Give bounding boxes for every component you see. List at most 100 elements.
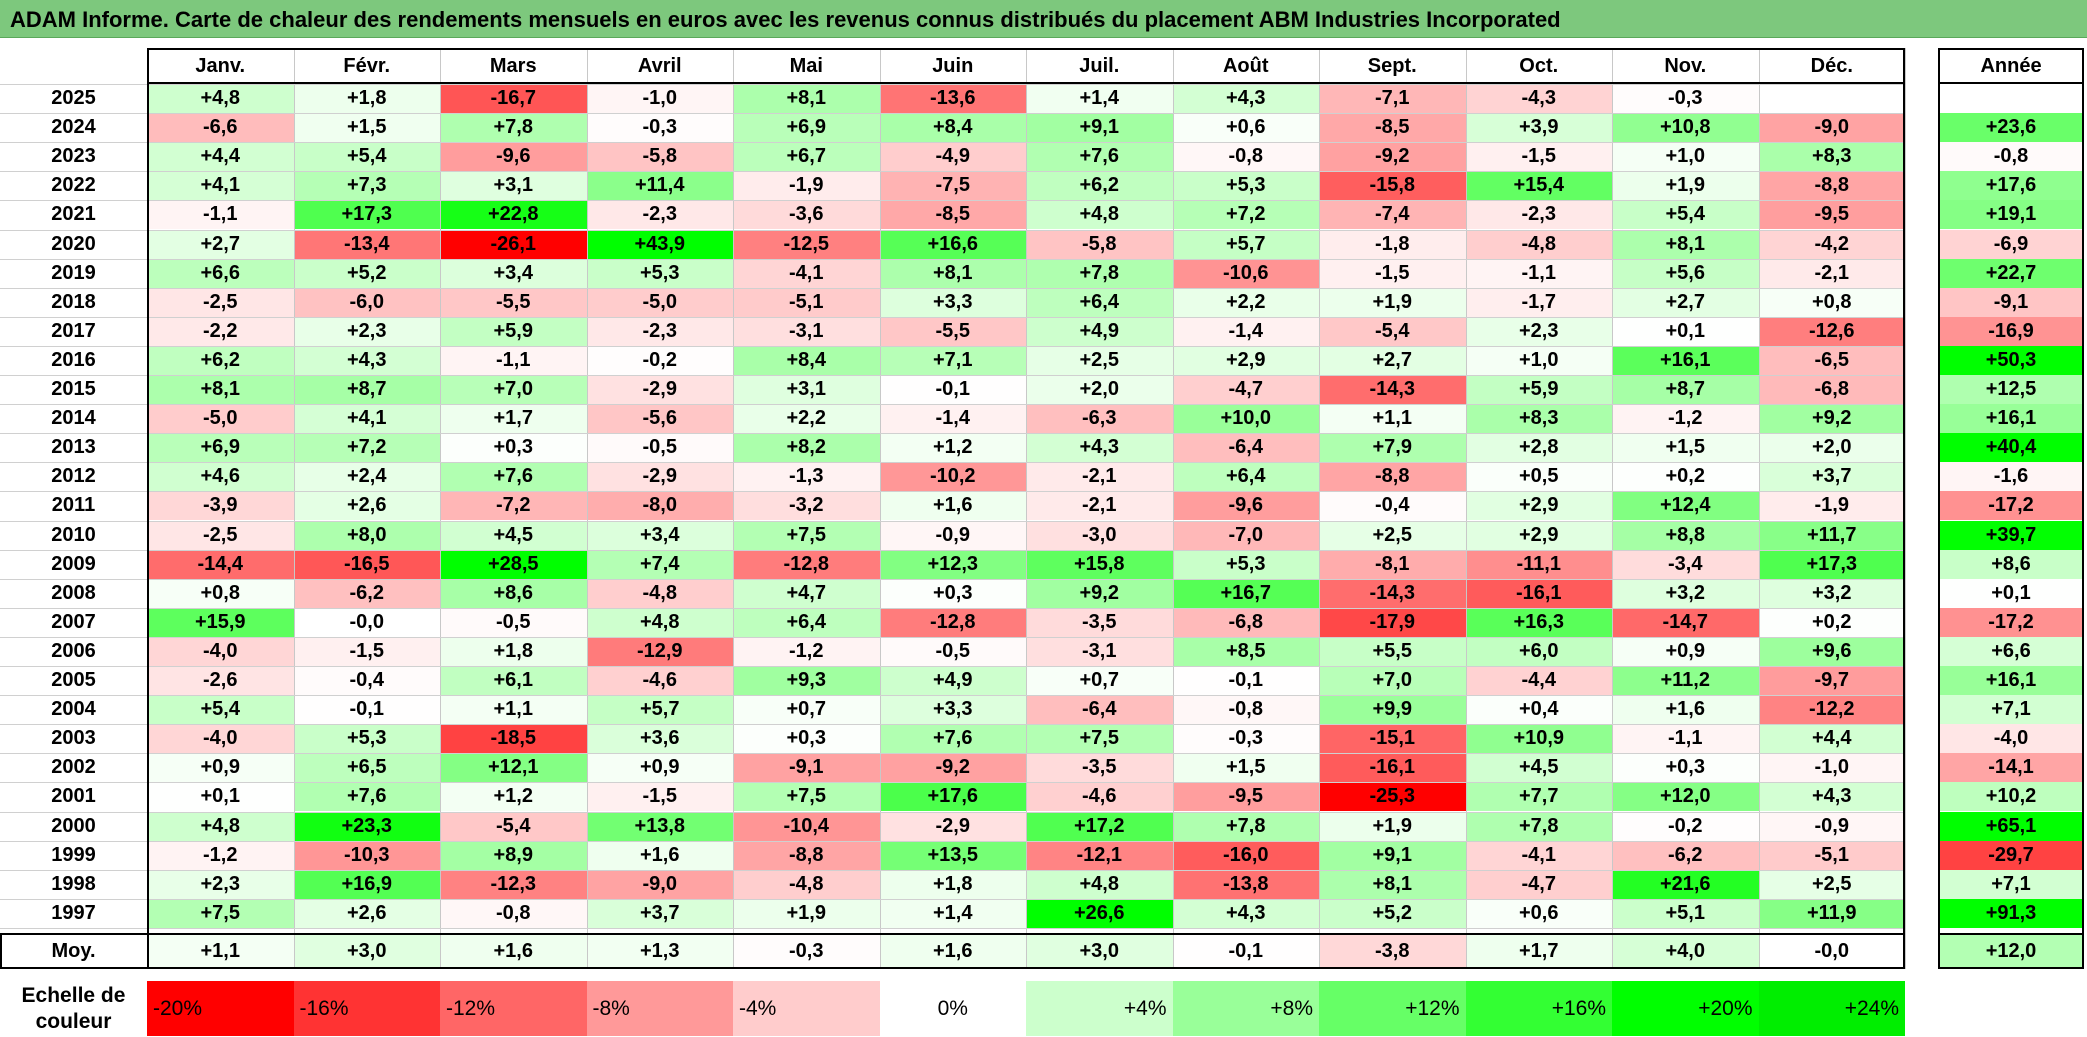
heatmap-cell: -0,5	[879, 636, 1026, 666]
heatmap-cell: -0,8	[440, 898, 587, 928]
heatmap-cell: -9,0	[586, 869, 733, 899]
grid-line	[0, 287, 1905, 289]
row-label: 2006	[0, 636, 147, 666]
grid-line	[0, 753, 1905, 755]
heatmap-cell: +0,9	[1612, 636, 1759, 666]
year-total-cell: +10,2	[1938, 782, 2084, 812]
heatmap-cell: -13,8	[1172, 869, 1319, 899]
heatmap-cell: -3,5	[1026, 607, 1173, 637]
heatmap-cell: +7,5	[733, 782, 880, 812]
heatmap-cell: -16,5	[293, 549, 440, 579]
heatmap-cell: +4,1	[147, 171, 294, 201]
heatmap-cell: +8,2	[733, 433, 880, 463]
grid-line	[733, 48, 734, 969]
row-label: 2001	[0, 782, 147, 812]
grid-line	[0, 462, 1905, 464]
heatmap-cell: +3,1	[733, 375, 880, 405]
row-label: 1997	[0, 898, 147, 928]
heatmap-cell: -2,6	[147, 666, 294, 696]
heatmap-cell: -4,0	[147, 636, 294, 666]
heatmap-cell: +23,3	[293, 811, 440, 841]
heatmap-cell: +2,7	[1319, 345, 1466, 375]
grid-line	[0, 433, 1905, 435]
year-total-cell: +16,1	[1938, 666, 2084, 696]
heatmap-cell: +3,4	[440, 258, 587, 288]
heatmap-cell: +3,7	[586, 898, 733, 928]
heatmap-cell: -1,3	[733, 462, 880, 492]
heatmap-cell: -2,2	[147, 316, 294, 346]
heatmap-cell: +6,0	[1465, 636, 1612, 666]
year-total-cell: -1,6	[1938, 462, 2084, 492]
heatmap-cell: -9,6	[1172, 491, 1319, 521]
heatmap-cell: +5,7	[586, 695, 733, 725]
heatmap-cell: +0,7	[1026, 666, 1173, 696]
heatmap-cell: +0,6	[1172, 113, 1319, 143]
heatmap-cell: -4,3	[1465, 84, 1612, 114]
heatmap-cell: +6,5	[293, 753, 440, 783]
heatmap-cell: +7,6	[879, 724, 1026, 754]
row-label: 2017	[0, 316, 147, 346]
heatmap-cell: +16,9	[293, 869, 440, 899]
row-label: 1999	[0, 840, 147, 870]
heatmap-cell: -1,9	[1758, 491, 1905, 521]
row-label: 2003	[0, 724, 147, 754]
heatmap-cell: +7,6	[440, 462, 587, 492]
heatmap-cell: +8,9	[440, 840, 587, 870]
heatmap-cell: +2,6	[293, 491, 440, 521]
heatmap-cell: -0,3	[1172, 724, 1319, 754]
heatmap-cell: -3,0	[1026, 520, 1173, 550]
heatmap-cell: +8,5	[1172, 636, 1319, 666]
row-label: 2020	[0, 229, 147, 259]
heatmap-cell: -4,8	[733, 869, 880, 899]
heatmap-cell: -18,5	[440, 724, 587, 754]
heatmap-cell: -12,3	[440, 869, 587, 899]
heatmap-cell: +2,4	[293, 462, 440, 492]
heatmap-cell: +4,4	[147, 142, 294, 172]
color-scale-stop: -4%	[733, 981, 880, 1036]
heatmap-cell: +7,4	[586, 549, 733, 579]
grid-line	[1758, 48, 1760, 969]
heatmap-cell: +16,1	[1612, 345, 1759, 375]
heatmap-cell: -6,4	[1172, 433, 1319, 463]
heatmap-cell: -14,4	[147, 549, 294, 579]
year-total-cell: -17,2	[1938, 491, 2084, 521]
heatmap-cell: -0,1	[293, 695, 440, 725]
heatmap-cell: +4,9	[879, 666, 1026, 696]
heatmap-cell: -13,6	[879, 84, 1026, 114]
heatmap-cell: +8,4	[879, 113, 1026, 143]
grid-line	[0, 171, 1905, 173]
heatmap-cell: +4,1	[293, 404, 440, 434]
heatmap-cell: -0,2	[586, 345, 733, 375]
row-label: 2012	[0, 462, 147, 492]
heatmap-cell: +11,4	[586, 171, 733, 201]
heatmap-cell: -2,9	[586, 375, 733, 405]
heatmap-cell: +11,9	[1758, 898, 1905, 928]
year-total-cell: -0,8	[1938, 142, 2084, 172]
heatmap-cell: +3,6	[586, 724, 733, 754]
grid-line	[0, 695, 1905, 697]
heatmap-cell: +5,2	[1319, 898, 1466, 928]
heatmap-cell: +5,9	[440, 316, 587, 346]
heatmap-cell: +7,8	[1026, 258, 1173, 288]
heatmap-cell: +4,8	[1026, 869, 1173, 899]
heatmap-cell: +0,9	[586, 753, 733, 783]
heatmap-cell: -15,1	[1319, 724, 1466, 754]
heatmap-cell: +0,7	[733, 695, 880, 725]
year-total-cell: +50,3	[1938, 345, 2084, 375]
color-scale-stop: +4%	[1026, 981, 1173, 1036]
heatmap-cell: +1,4	[879, 898, 1026, 928]
heatmap-cell: -6,2	[1612, 840, 1759, 870]
heatmap-cell: +1,5	[1612, 433, 1759, 463]
heatmap-cell: +7,0	[1319, 666, 1466, 696]
heatmap-cell: -9,2	[879, 753, 1026, 783]
grid-line	[0, 491, 1905, 493]
heatmap-cell: -2,9	[879, 811, 1026, 841]
heatmap-cell: +13,8	[586, 811, 733, 841]
grid-line	[0, 898, 1905, 900]
heatmap-cell: +4,8	[586, 607, 733, 637]
average-cell: +1,3	[586, 933, 733, 969]
heatmap-cell: -0,0	[293, 607, 440, 637]
heatmap-cell: +5,3	[293, 724, 440, 754]
heatmap-cell: -7,2	[440, 491, 587, 521]
heatmap-cell: +11,7	[1758, 520, 1905, 550]
